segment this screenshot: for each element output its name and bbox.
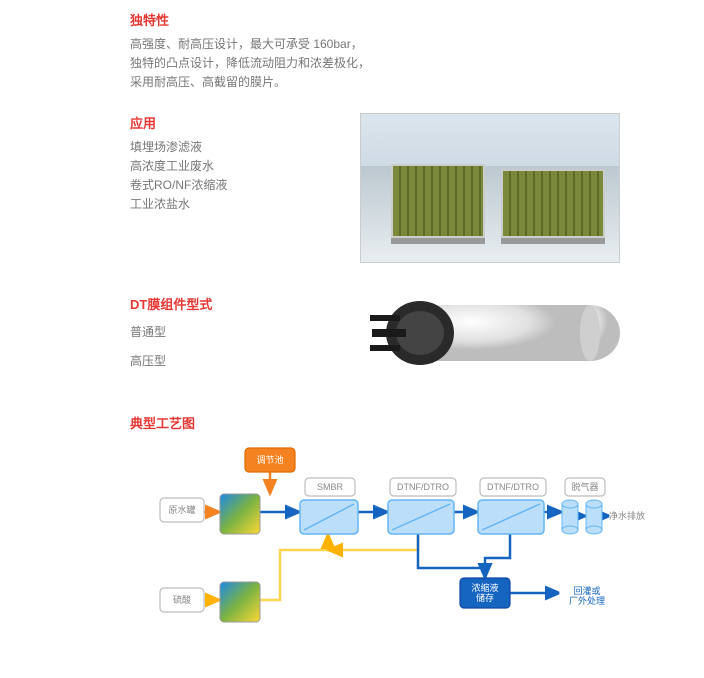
svg-text:调节池: 调节池 — [256, 454, 283, 465]
module-types-heading: DT膜组件型式 — [130, 294, 330, 313]
module-photo — [360, 283, 640, 393]
module-types-text: 普通型 高压型 — [130, 323, 330, 371]
svg-text:脱气器: 脱气器 — [571, 481, 598, 492]
applications-line: 填埋场渗滤液 — [130, 138, 330, 157]
applications-section: 应用 填埋场渗滤液 高浓度工业废水 卷式RO/NF浓缩液 工业浓盐水 — [130, 113, 664, 263]
uniqueness-line: 高强度、耐高压设计，最大可承受 160bar， — [130, 35, 664, 54]
module-types-section: DT膜组件型式 普通型 高压型 — [130, 283, 664, 393]
applications-line: 高浓度工业废水 — [130, 157, 330, 176]
uniqueness-section: 独特性 高强度、耐高压设计，最大可承受 160bar， 独特的凸点设计，降低流动… — [130, 10, 664, 93]
factory-photo — [360, 113, 620, 263]
svg-text:回灌或: 回灌或 — [573, 585, 600, 596]
svg-text:浓缩液: 浓缩液 — [471, 582, 498, 593]
svg-text:DTNF/DTRO: DTNF/DTRO — [397, 482, 449, 492]
applications-text: 填埋场渗滤液 高浓度工业废水 卷式RO/NF浓缩液 工业浓盐水 — [130, 138, 330, 215]
module-type-line: 高压型 — [130, 352, 330, 371]
applications-heading: 应用 — [130, 113, 330, 132]
svg-text:净水排放: 净水排放 — [609, 510, 645, 521]
uniqueness-line: 采用耐高压、高截留的膜片。 — [130, 73, 664, 92]
uniqueness-heading: 独特性 — [130, 10, 664, 29]
uniqueness-text: 高强度、耐高压设计，最大可承受 160bar， 独特的凸点设计，降低流动阻力和浓… — [130, 35, 664, 93]
svg-text:DTNF/DTRO: DTNF/DTRO — [487, 482, 539, 492]
process-section: 典型工艺图 调节池原水罐硫酸 SMBR DTNF/DTRO DTNF/DTRO — [130, 413, 664, 638]
applications-line: 工业浓盐水 — [130, 195, 330, 214]
svg-text:厂外处理: 厂外处理 — [569, 595, 605, 606]
svg-text:硫酸: 硫酸 — [173, 594, 191, 605]
module-type-line: 普通型 — [130, 323, 330, 342]
process-heading: 典型工艺图 — [130, 413, 664, 432]
applications-line: 卷式RO/NF浓缩液 — [130, 176, 330, 195]
uniqueness-line: 独特的凸点设计，降低流动阻力和浓差极化， — [130, 54, 664, 73]
svg-text:原水罐: 原水罐 — [168, 504, 195, 515]
svg-text:储存: 储存 — [476, 592, 494, 603]
svg-text:SMBR: SMBR — [317, 482, 344, 492]
process-diagram: 调节池原水罐硫酸 SMBR DTNF/DTRO DTNF/DTRO 脱气器净水排放浓缩液… — [130, 438, 650, 638]
